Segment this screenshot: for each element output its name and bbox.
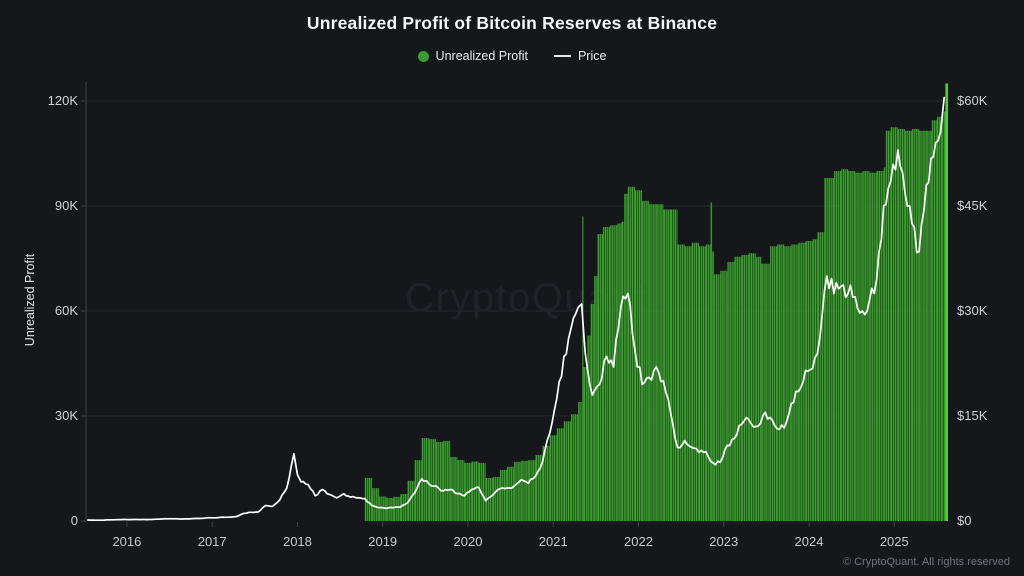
x-axis-tick-label: 2019: [368, 534, 398, 549]
right-axis-tick-label: $15K: [957, 408, 988, 423]
left-axis-tick-label: 0: [70, 513, 78, 528]
x-axis-tick-label: 2022: [624, 534, 653, 549]
x-axis-tick-label: 2016: [112, 534, 142, 549]
legend: Unrealized Profit Price: [0, 49, 1024, 63]
x-axis-tick-label: 2020: [453, 534, 483, 549]
right-axis-tick-label: $45K: [957, 198, 988, 213]
legend-item-unrealized-profit[interactable]: Unrealized Profit: [417, 49, 528, 63]
x-axis-tick-label: 2024: [794, 534, 824, 549]
legend-line-icon: [553, 55, 571, 57]
left-axis-tick-label: 30K: [54, 408, 78, 423]
x-axis-tick-label: 2023: [709, 534, 739, 549]
left-axis-tick-label: 120K: [47, 93, 78, 108]
right-axis-tick-label: $60K: [957, 93, 988, 108]
x-axis-tick-label: 2017: [197, 534, 227, 549]
right-axis-tick-label: $30K: [957, 303, 988, 318]
chart-title: Unrealized Profit of Bitcoin Reserves at…: [306, 13, 718, 33]
left-axis-tick-label: 90K: [54, 198, 78, 213]
copyright-attribution: © CryptoQuant. All rights reserved: [842, 556, 1010, 568]
legend-dot-icon: [417, 50, 429, 62]
x-axis-tick-label: 2018: [282, 534, 312, 549]
x-axis-tick-label: 2025: [879, 534, 909, 549]
legend-label-price: Price: [577, 49, 607, 63]
right-axis-tick-label: $0: [957, 513, 972, 528]
left-axis-tick-label: 60K: [54, 303, 78, 318]
x-axis-tick-label: 2021: [538, 534, 568, 549]
watermark: CryptoQuant: [405, 276, 648, 320]
legend-label-unrealized-profit: Unrealized Profit: [435, 49, 528, 63]
legend-item-price[interactable]: Price: [553, 49, 607, 63]
